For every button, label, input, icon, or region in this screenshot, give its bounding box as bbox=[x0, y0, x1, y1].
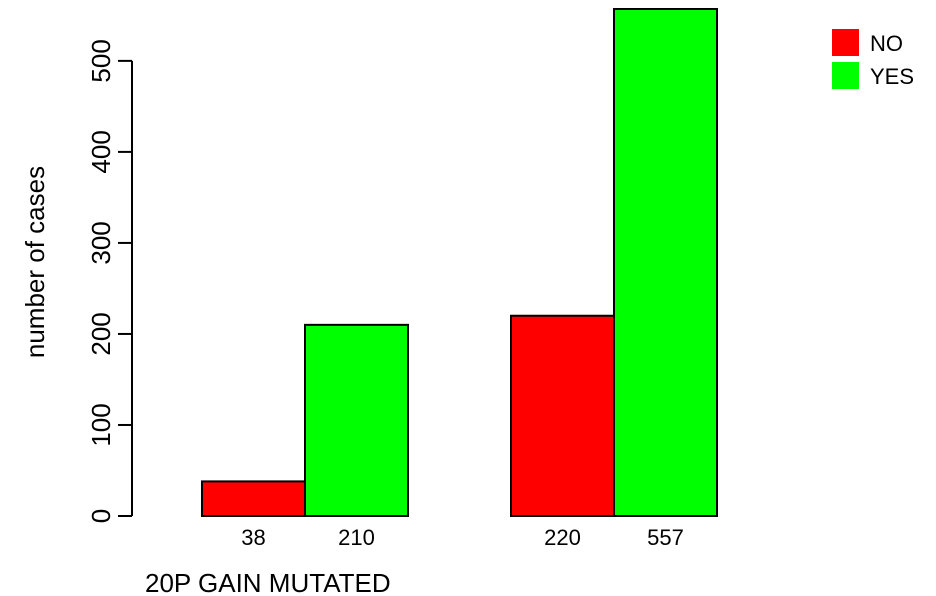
bar-value-label: 557 bbox=[647, 525, 684, 550]
y-axis: 0 100 200 300 400 500 bbox=[86, 39, 133, 523]
bar-value-label: 220 bbox=[544, 525, 581, 550]
y-tick-label: 400 bbox=[86, 130, 116, 173]
y-tick-label: 100 bbox=[86, 403, 116, 446]
legend-swatch-no bbox=[832, 29, 859, 56]
bar-yes-1 bbox=[304, 323, 409, 517]
bar-value-label: 38 bbox=[241, 525, 265, 550]
bar-no-1 bbox=[201, 480, 306, 517]
bar-yes-2 bbox=[613, 8, 718, 517]
bars-group bbox=[201, 8, 718, 517]
legend-swatch-yes bbox=[832, 62, 859, 89]
bar-value-label: 210 bbox=[338, 525, 375, 550]
y-axis-title: number of cases bbox=[20, 166, 50, 358]
x-axis-title: 20P GAIN MUTATED bbox=[145, 568, 391, 596]
legend-label-no: NO bbox=[870, 31, 903, 56]
y-tick-label: 500 bbox=[86, 39, 116, 82]
data-labels-group: 38 210 220 557 bbox=[241, 525, 684, 550]
bar-no-2 bbox=[510, 314, 615, 517]
legend: NO YES bbox=[832, 29, 914, 89]
y-tick-label: 200 bbox=[86, 312, 116, 355]
y-tick-label: 300 bbox=[86, 221, 116, 264]
legend-label-yes: YES bbox=[870, 64, 914, 89]
y-tick-label: 0 bbox=[86, 509, 116, 523]
